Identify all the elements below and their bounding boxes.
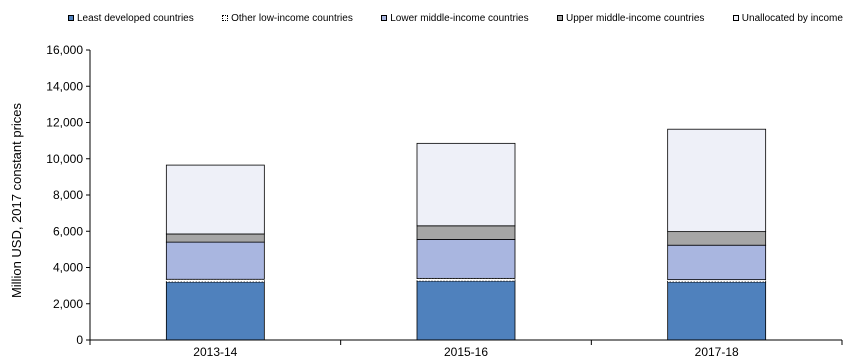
legend-item-lower-middle-income: Lower middle-income countries [381, 12, 529, 24]
y-tick-label-8: 16,000 [46, 43, 83, 57]
bar-2017-18-least-developed-countries [667, 281, 767, 341]
legend-swatch-least-developed [68, 15, 74, 21]
bar-2013-14-other-low-income-countries [165, 278, 265, 283]
bar-2013-14-upper-middle-income-countries [165, 233, 265, 243]
legend-swatch-upper-middle-income [557, 15, 563, 21]
y-tick-label-1: 2,000 [53, 297, 83, 311]
y-tick-label-0: 0 [76, 333, 83, 347]
y-tick-label-4: 8,000 [53, 188, 83, 202]
legend-item-upper-middle-income: Upper middle-income countries [557, 13, 704, 24]
legend-label-other-low-income: Other low-income countries [231, 12, 353, 24]
x-tick-label-1: 2015-16 [444, 345, 488, 358]
y-tick-label-7: 14,000 [46, 79, 83, 93]
bar-2015-16-other-low-income-countries [416, 277, 516, 282]
bar-2017-18-unallocated-by-income [667, 128, 767, 233]
legend-swatch-lower-middle-income [381, 15, 388, 21]
legend-label-least-developed: Least developed countries [77, 12, 194, 24]
bar-2015-16-upper-middle-income-countries [416, 225, 516, 240]
y-tick-label-5: 10,000 [46, 152, 83, 166]
y-tick-label-2: 4,000 [53, 261, 83, 275]
bar-2017-18-upper-middle-income-countries [667, 231, 767, 246]
y-tick-label-6: 12,000 [46, 116, 83, 130]
bar-2013-14-lower-middle-income-countries [165, 241, 265, 280]
legend-label-lower-middle-income: Lower middle-income countries [390, 12, 529, 24]
x-tick-label-0: 2013-14 [193, 345, 237, 358]
legend-swatch-unallocated [732, 15, 739, 21]
x-tick-label-2: 2017-18 [695, 345, 739, 358]
chart-legend: Least developed countries Other low-inco… [68, 10, 843, 26]
legend-label-unallocated: Unallocated by income [741, 12, 843, 24]
bar-2013-14-least-developed-countries [165, 281, 265, 341]
legend-swatch-other-low-income [222, 15, 229, 21]
bar-2015-16-unallocated-by-income [416, 142, 516, 227]
bar-2017-18-lower-middle-income-countries [667, 244, 767, 281]
y-tick-label-3: 6,000 [53, 224, 83, 238]
bar-2015-16-lower-middle-income-countries [416, 239, 516, 279]
legend-label-upper-middle-income: Upper middle-income countries [566, 12, 705, 24]
legend-item-least-developed: Least developed countries [68, 13, 194, 24]
legend-item-other-low-income: Other low-income countries [222, 13, 353, 24]
bar-2013-14-unallocated-by-income [165, 164, 265, 235]
legend-item-unallocated: Unallocated by income [732, 12, 843, 24]
bar-2015-16-least-developed-countries [416, 280, 516, 341]
